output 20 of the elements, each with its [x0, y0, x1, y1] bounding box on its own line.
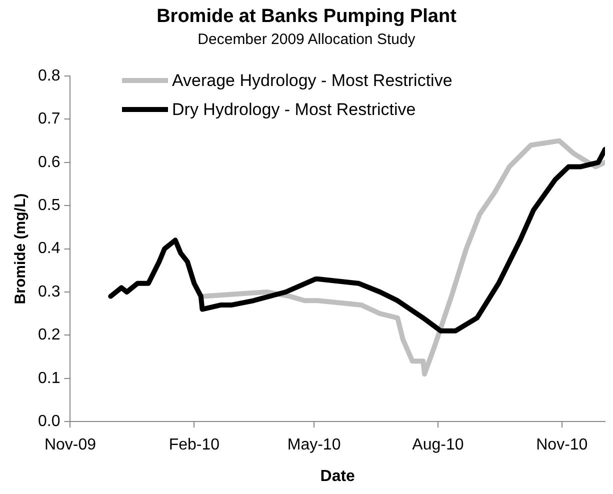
- chart-subtitle: December 2009 Allocation Study: [196, 31, 416, 48]
- chart-title: Bromide at Banks Pumping Plant: [156, 6, 458, 28]
- y-tick-label: 0.2: [38, 326, 60, 344]
- y-axis-title: Bromide (mg/L): [12, 193, 30, 304]
- y-tick-label: 0.1: [38, 370, 60, 387]
- y-tick-label: 0.8: [38, 67, 60, 84]
- x-axis-title: Date: [320, 468, 356, 485]
- x-tick-label: May-10: [287, 436, 341, 454]
- y-tick-label: 0.4: [38, 240, 60, 258]
- y-tick-label: 0.0: [38, 413, 60, 430]
- legend-label: Dry Hydrology - Most Restrictive: [172, 100, 416, 120]
- legend-label: Average Hydrology - Most Restrictive: [172, 70, 452, 90]
- y-tick-label: 0.3: [38, 283, 60, 300]
- x-tick-label: Nov-10: [536, 436, 588, 454]
- x-tick-label: Feb-10: [168, 436, 220, 454]
- y-tick-label: 0.6: [38, 154, 60, 171]
- x-tick-label: Aug-10: [412, 436, 464, 454]
- y-tick-label: 0.5: [38, 197, 60, 214]
- y-tick-label: 0.7: [38, 110, 60, 128]
- x-tick-label: Nov-09: [44, 436, 96, 454]
